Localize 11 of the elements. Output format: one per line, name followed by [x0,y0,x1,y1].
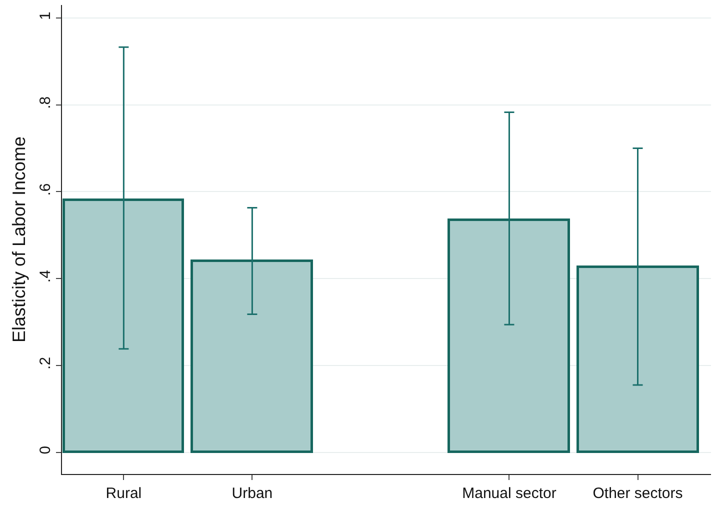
x-tick-label: Other sectors [592,485,683,502]
y-tick-label: .2 [37,356,54,370]
x-tick-label: Rural [106,485,142,502]
y-tick-label: .4 [37,270,54,283]
y-tick-label: 1 [37,12,54,20]
x-tick-label: Manual sector [462,485,556,502]
y-tick-label: .8 [37,96,54,109]
x-tick-label: Urban [232,485,273,502]
y-axis-title: Elasticity of Labor Income [9,136,30,343]
y-tick-label: .6 [37,183,54,196]
y-tick-label: 0 [37,446,54,454]
